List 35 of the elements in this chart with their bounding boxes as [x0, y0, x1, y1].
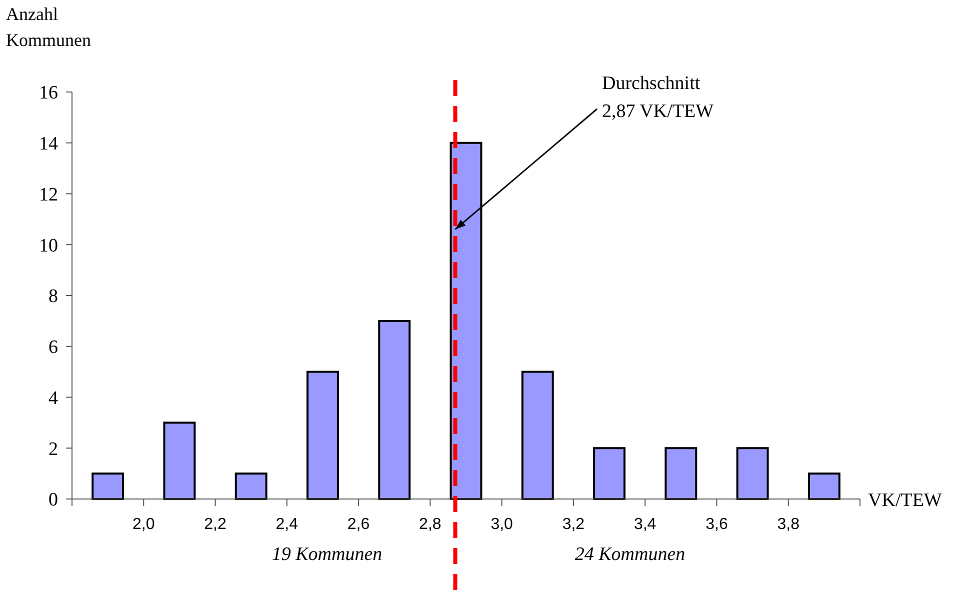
bar — [450, 142, 482, 500]
y-tick-label: 6 — [48, 337, 58, 358]
text: 24 Kommunen — [574, 544, 686, 565]
bar — [163, 422, 196, 500]
y-tick-label: 14 — [39, 134, 58, 155]
bar — [378, 320, 411, 500]
x-tick-label: 2,4 — [276, 516, 298, 533]
bar — [736, 447, 769, 500]
bar — [92, 472, 124, 500]
bar — [664, 447, 698, 500]
y-tick-label: 0 — [48, 490, 58, 511]
x-tick-label: 3,8 — [777, 516, 800, 533]
x-tick-label: 2,6 — [347, 516, 370, 533]
bar — [593, 447, 626, 500]
x-tick-label: 3,0 — [490, 516, 514, 533]
bar — [808, 472, 840, 500]
x-tick-label: 2,0 — [132, 516, 155, 533]
text: 19 Kommunen — [272, 544, 382, 565]
bar — [234, 472, 268, 500]
y-tick-label: 8 — [48, 286, 58, 308]
x-tick-label: 2,8 — [419, 516, 442, 533]
y-axis-title: Anzahl Kommunen — [6, 4, 91, 50]
x-axis-title: VK/TEW — [868, 490, 942, 511]
y-tick-label: 16 — [39, 82, 58, 104]
x-tick-label: 3,4 — [634, 516, 656, 533]
x-tick-label: 3,2 — [562, 516, 585, 533]
bar — [306, 370, 339, 500]
y-tick-label: 12 — [39, 184, 58, 206]
x-tick-label: 3,6 — [706, 516, 728, 533]
x-tick-label: 2,2 — [204, 516, 226, 533]
y-tick-label: 2 — [48, 438, 58, 460]
y-tick-label: 10 — [39, 235, 58, 256]
annotation: Durchschnitt 2,87 VK/TEW — [602, 73, 714, 122]
y-tick-label: 4 — [48, 388, 58, 409]
bar — [521, 370, 554, 500]
